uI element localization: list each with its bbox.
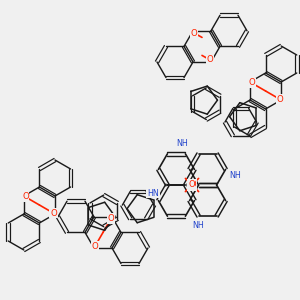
Text: O: O [108, 214, 115, 223]
Text: O: O [248, 78, 255, 87]
Text: O: O [188, 181, 195, 190]
Text: O: O [189, 181, 196, 190]
Text: O: O [189, 180, 196, 189]
Text: O: O [188, 180, 195, 189]
Text: NH: NH [192, 220, 204, 230]
Text: O: O [276, 94, 283, 103]
Text: O: O [206, 55, 213, 64]
Text: NH: NH [229, 170, 241, 179]
Text: NH: NH [176, 139, 188, 148]
Text: O: O [22, 192, 29, 201]
Text: O: O [50, 208, 57, 217]
Text: O: O [92, 242, 98, 251]
Text: HN: HN [147, 188, 159, 197]
Text: O: O [191, 29, 198, 38]
